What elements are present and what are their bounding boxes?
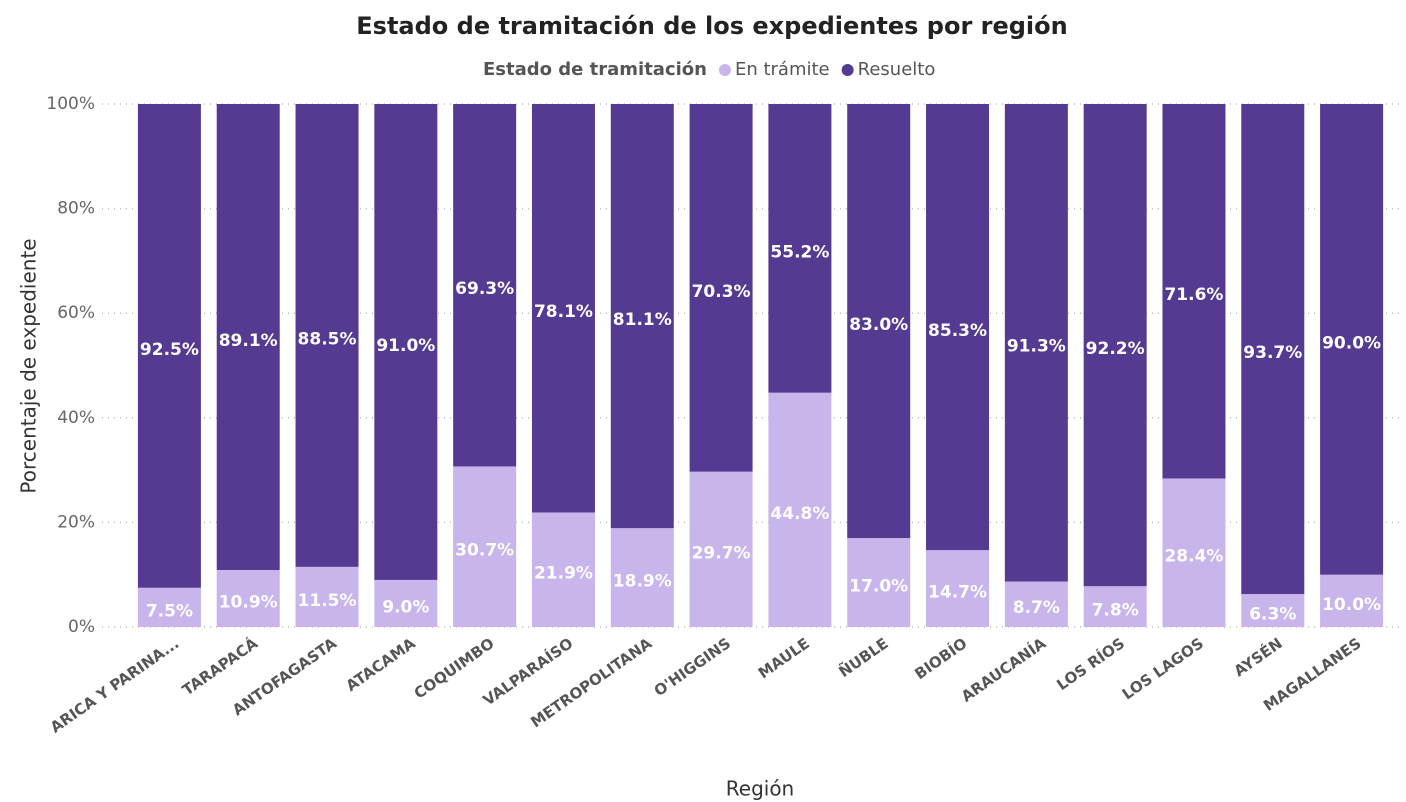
bar-segment (216, 104, 280, 570)
x-tick-label: AYSÉN (1230, 633, 1286, 680)
data-label: 29.7% (692, 543, 751, 563)
y-tick-label: 20% (57, 512, 95, 532)
bar-segment (610, 528, 674, 627)
y-tick-label: 60% (57, 303, 95, 323)
bar-segment (926, 550, 990, 627)
x-tick-label: LOS RÍOS (1053, 633, 1128, 694)
data-label: 11.5% (298, 591, 357, 611)
data-label: 89.1% (219, 331, 278, 351)
data-label: 92.2% (1086, 339, 1145, 359)
bar-segment (137, 587, 201, 627)
data-label: 7.5% (146, 601, 193, 621)
data-label: 10.0% (1322, 595, 1381, 615)
data-label: 55.2% (770, 242, 829, 262)
bar-segment (374, 579, 438, 627)
data-label: 93.7% (1243, 343, 1302, 363)
data-label: 6.3% (1249, 605, 1296, 625)
bar-segment (768, 392, 832, 627)
bar-segment (453, 104, 517, 467)
bar-segment (1004, 581, 1068, 627)
data-label: 69.3% (455, 279, 514, 299)
data-label: 28.4% (1164, 547, 1223, 567)
data-label: 10.9% (219, 592, 278, 612)
bar-segment (531, 512, 595, 627)
data-label: 14.7% (928, 583, 987, 603)
x-tick-label: BIOBÍO (911, 633, 971, 683)
bar-segment (137, 104, 201, 588)
bar-segment (374, 104, 438, 580)
bar-segment (1004, 104, 1068, 582)
data-label: 91.0% (376, 336, 435, 356)
bar-segment (768, 104, 832, 393)
data-label: 71.6% (1164, 285, 1223, 305)
bar-segment (847, 538, 911, 627)
bar-segment (610, 104, 674, 529)
data-label: 92.5% (140, 340, 199, 360)
bar-segment (453, 466, 517, 627)
y-axis-label: Porcentaje de expediente (17, 238, 41, 493)
x-tick-label: MAULE (755, 634, 813, 682)
bar-segment (531, 104, 595, 513)
data-label: 90.0% (1322, 333, 1381, 353)
data-label: 18.9% (613, 572, 672, 592)
data-label: 9.0% (382, 597, 429, 617)
bar-segment (1320, 574, 1384, 627)
legend-swatch (718, 64, 731, 76)
x-axis-label: Región (726, 777, 794, 801)
data-label: 8.7% (1013, 598, 1060, 618)
y-tick-label: 40% (57, 408, 95, 428)
bar-segment (1162, 104, 1226, 479)
data-label: 21.9% (534, 564, 593, 584)
data-label: 70.3% (692, 282, 751, 302)
bar-segment (295, 566, 359, 627)
x-tick-label: ATACAMA (343, 634, 419, 695)
data-label: 83.0% (849, 315, 908, 335)
data-label: 91.3% (1007, 337, 1066, 357)
data-label: 44.8% (770, 504, 829, 524)
bar-segment (216, 569, 280, 627)
legend-title: Estado de tramitación (483, 59, 707, 80)
bar-segment (1241, 104, 1305, 595)
x-tick-label: ARICA Y PARINA... (47, 634, 182, 736)
x-tick-label: ARAUCANÍA (957, 633, 1049, 705)
data-label: 81.1% (613, 310, 672, 330)
bar-segment (1241, 594, 1305, 627)
data-label: 88.5% (298, 329, 357, 349)
data-label: 17.0% (849, 577, 908, 597)
legend-swatch (841, 64, 854, 76)
legend-label: En trámite (735, 59, 830, 80)
bar-segment (1083, 104, 1147, 587)
y-tick-label: 80% (57, 199, 95, 219)
x-tick-label: LOS LAGOS (1119, 634, 1207, 703)
bar-segment (1083, 586, 1147, 627)
legend-label: Resuelto (858, 59, 936, 80)
bar-segment (1162, 478, 1226, 627)
x-tick-label: TARAPACÁ (178, 633, 261, 699)
chart-title: Estado de tramitación de los expedientes… (356, 12, 1067, 40)
data-label: 78.1% (534, 302, 593, 322)
bar-segment (926, 104, 990, 551)
bar-segment (689, 471, 753, 627)
data-label: 7.8% (1092, 601, 1139, 621)
x-tick-label: ÑUBLE (835, 633, 892, 681)
bar-segment (295, 104, 359, 567)
y-tick-label: 100% (46, 94, 95, 114)
bar-segment (689, 104, 753, 472)
x-tick-label: O'HIGGINS (651, 634, 734, 700)
bar-segment (1320, 104, 1384, 575)
data-label: 30.7% (455, 541, 514, 561)
bar-segment (847, 104, 911, 539)
data-label: 85.3% (928, 321, 987, 341)
y-tick-label: 0% (68, 617, 95, 637)
